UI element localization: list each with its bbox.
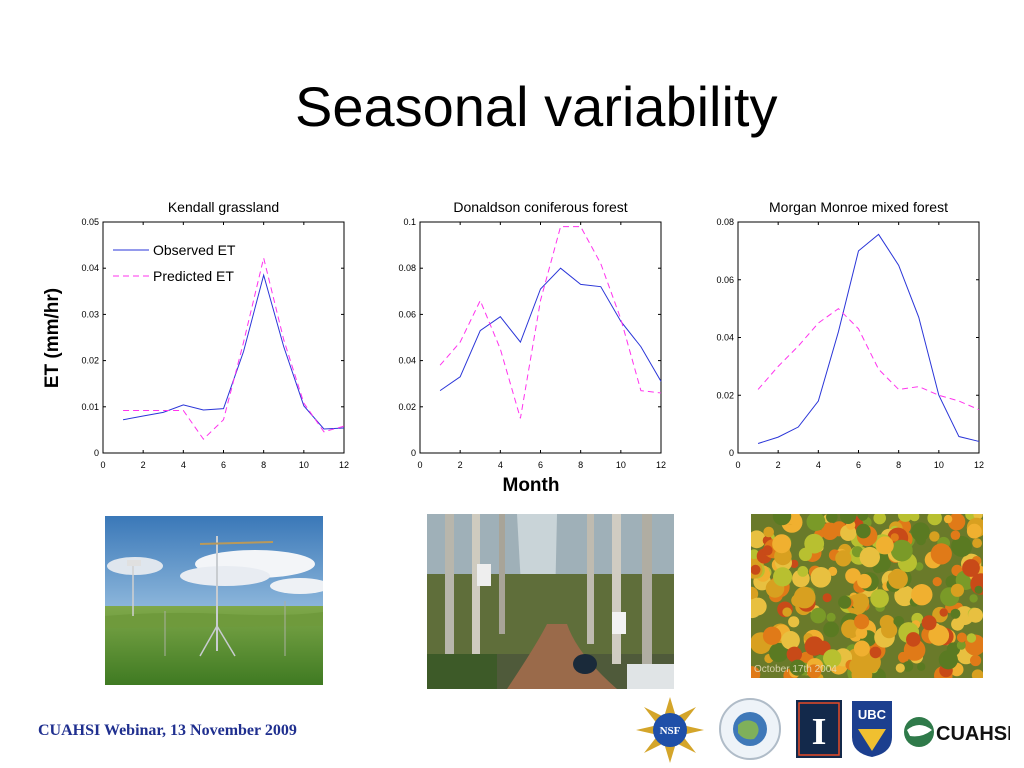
y-tick-label: 0.02 (716, 390, 734, 400)
x-tick-label: 2 (776, 460, 781, 470)
kendall-grassland-photo (105, 516, 323, 685)
predicted-et-line (439, 226, 662, 419)
morgan-monroe-photo: October 17th 2004 (751, 514, 983, 678)
chart-1: Kendall grassland 0 2 4 6 8 10 12 0 0.01 0.02 0.03 0… (81, 199, 349, 470)
x-tick-label: 12 (974, 460, 984, 470)
observed-et-line (439, 267, 662, 392)
y-tick-label: 0 (94, 448, 99, 458)
x-tick-label: 6 (538, 460, 543, 470)
x-tick-label: 10 (934, 460, 944, 470)
x-tick-label: 12 (339, 460, 349, 470)
y-tick-label: 0.04 (81, 263, 99, 273)
y-tick-label: 0.08 (398, 263, 416, 273)
x-tick-label: 0 (100, 460, 105, 470)
y-tick-label: 0.1 (403, 217, 416, 227)
nsf-logo-text: NSF (660, 725, 681, 737)
chart-plot-area (419, 221, 662, 454)
x-tick-label: 8 (896, 460, 901, 470)
x-tick-label: 0 (417, 460, 422, 470)
x-tick-label: 4 (181, 460, 186, 470)
predicted-et-line (123, 257, 345, 440)
y-axis-label: ET (mm/hr) (42, 288, 63, 388)
y-tick-label: 0 (729, 448, 734, 458)
x-tick-label: 4 (816, 460, 821, 470)
x-tick-label: 12 (656, 460, 666, 470)
illinois-logo: I (796, 700, 842, 758)
nsf-logo: NSF (636, 697, 704, 763)
chart-2: Donaldson coniferous forest 0 2 4 6 8 10 12 0 0.0… (398, 199, 666, 470)
y-tick-label: 0.06 (716, 275, 734, 285)
illinois-logo-text: I (812, 711, 827, 753)
y-tick-label: 0.02 (398, 402, 416, 412)
y-tick-label: 0.03 (81, 309, 99, 319)
y-tick-label: 0.08 (716, 217, 734, 227)
y-tick-label: 0.02 (81, 356, 99, 366)
x-axis-label: Month (503, 475, 560, 496)
y-tick-label: 0.06 (398, 309, 416, 319)
x-tick-label: 8 (578, 460, 583, 470)
x-tick-label: 2 (458, 460, 463, 470)
charts-figure: Kendall grassland 0 2 4 6 8 10 12 0 0.01 0.02 0.03 0… (42, 199, 984, 496)
predictability-logo (712, 697, 788, 761)
x-tick-label: 2 (141, 460, 146, 470)
legend-entry: Predicted ET (153, 268, 234, 284)
ubc-logo: UBC (850, 699, 894, 759)
slide-title: Seasonal variability (295, 75, 778, 138)
x-tick-label: 6 (856, 460, 861, 470)
cuahsi-logo: CUAHSI (902, 712, 1013, 752)
chart-plot-area (102, 221, 345, 454)
chart-3: Morgan Monroe mixed forest 0 2 4 6 8 10 12 0 0.02… (716, 199, 984, 470)
x-tick-label: 10 (299, 460, 309, 470)
footer-text: CUAHSI Webinar, 13 November 2009 (38, 722, 297, 739)
chart-plot-area (737, 221, 980, 454)
donaldson-forest-photo (427, 514, 674, 689)
photo-caption: October 17th 2004 (754, 664, 837, 675)
x-tick-label: 6 (221, 460, 226, 470)
y-tick-label: 0.05 (81, 217, 99, 227)
ubc-logo-text: UBC (858, 707, 887, 722)
observed-et-line (757, 233, 980, 444)
cuahsi-logo-text: CUAHSI (936, 723, 1010, 745)
y-tick-label: 0.04 (398, 356, 416, 366)
chart-title: Kendall grassland (168, 199, 279, 215)
legend-entry: Observed ET (153, 242, 236, 258)
y-tick-label: 0.01 (81, 402, 99, 412)
y-tick-label: 0 (411, 448, 416, 458)
x-tick-label: 4 (498, 460, 503, 470)
x-tick-label: 10 (616, 460, 626, 470)
chart-title: Donaldson coniferous forest (453, 199, 627, 215)
x-tick-label: 8 (261, 460, 266, 470)
predicted-et-line (757, 307, 980, 411)
chart-title: Morgan Monroe mixed forest (769, 199, 948, 215)
y-tick-label: 0.04 (716, 333, 734, 343)
x-tick-label: 0 (735, 460, 740, 470)
